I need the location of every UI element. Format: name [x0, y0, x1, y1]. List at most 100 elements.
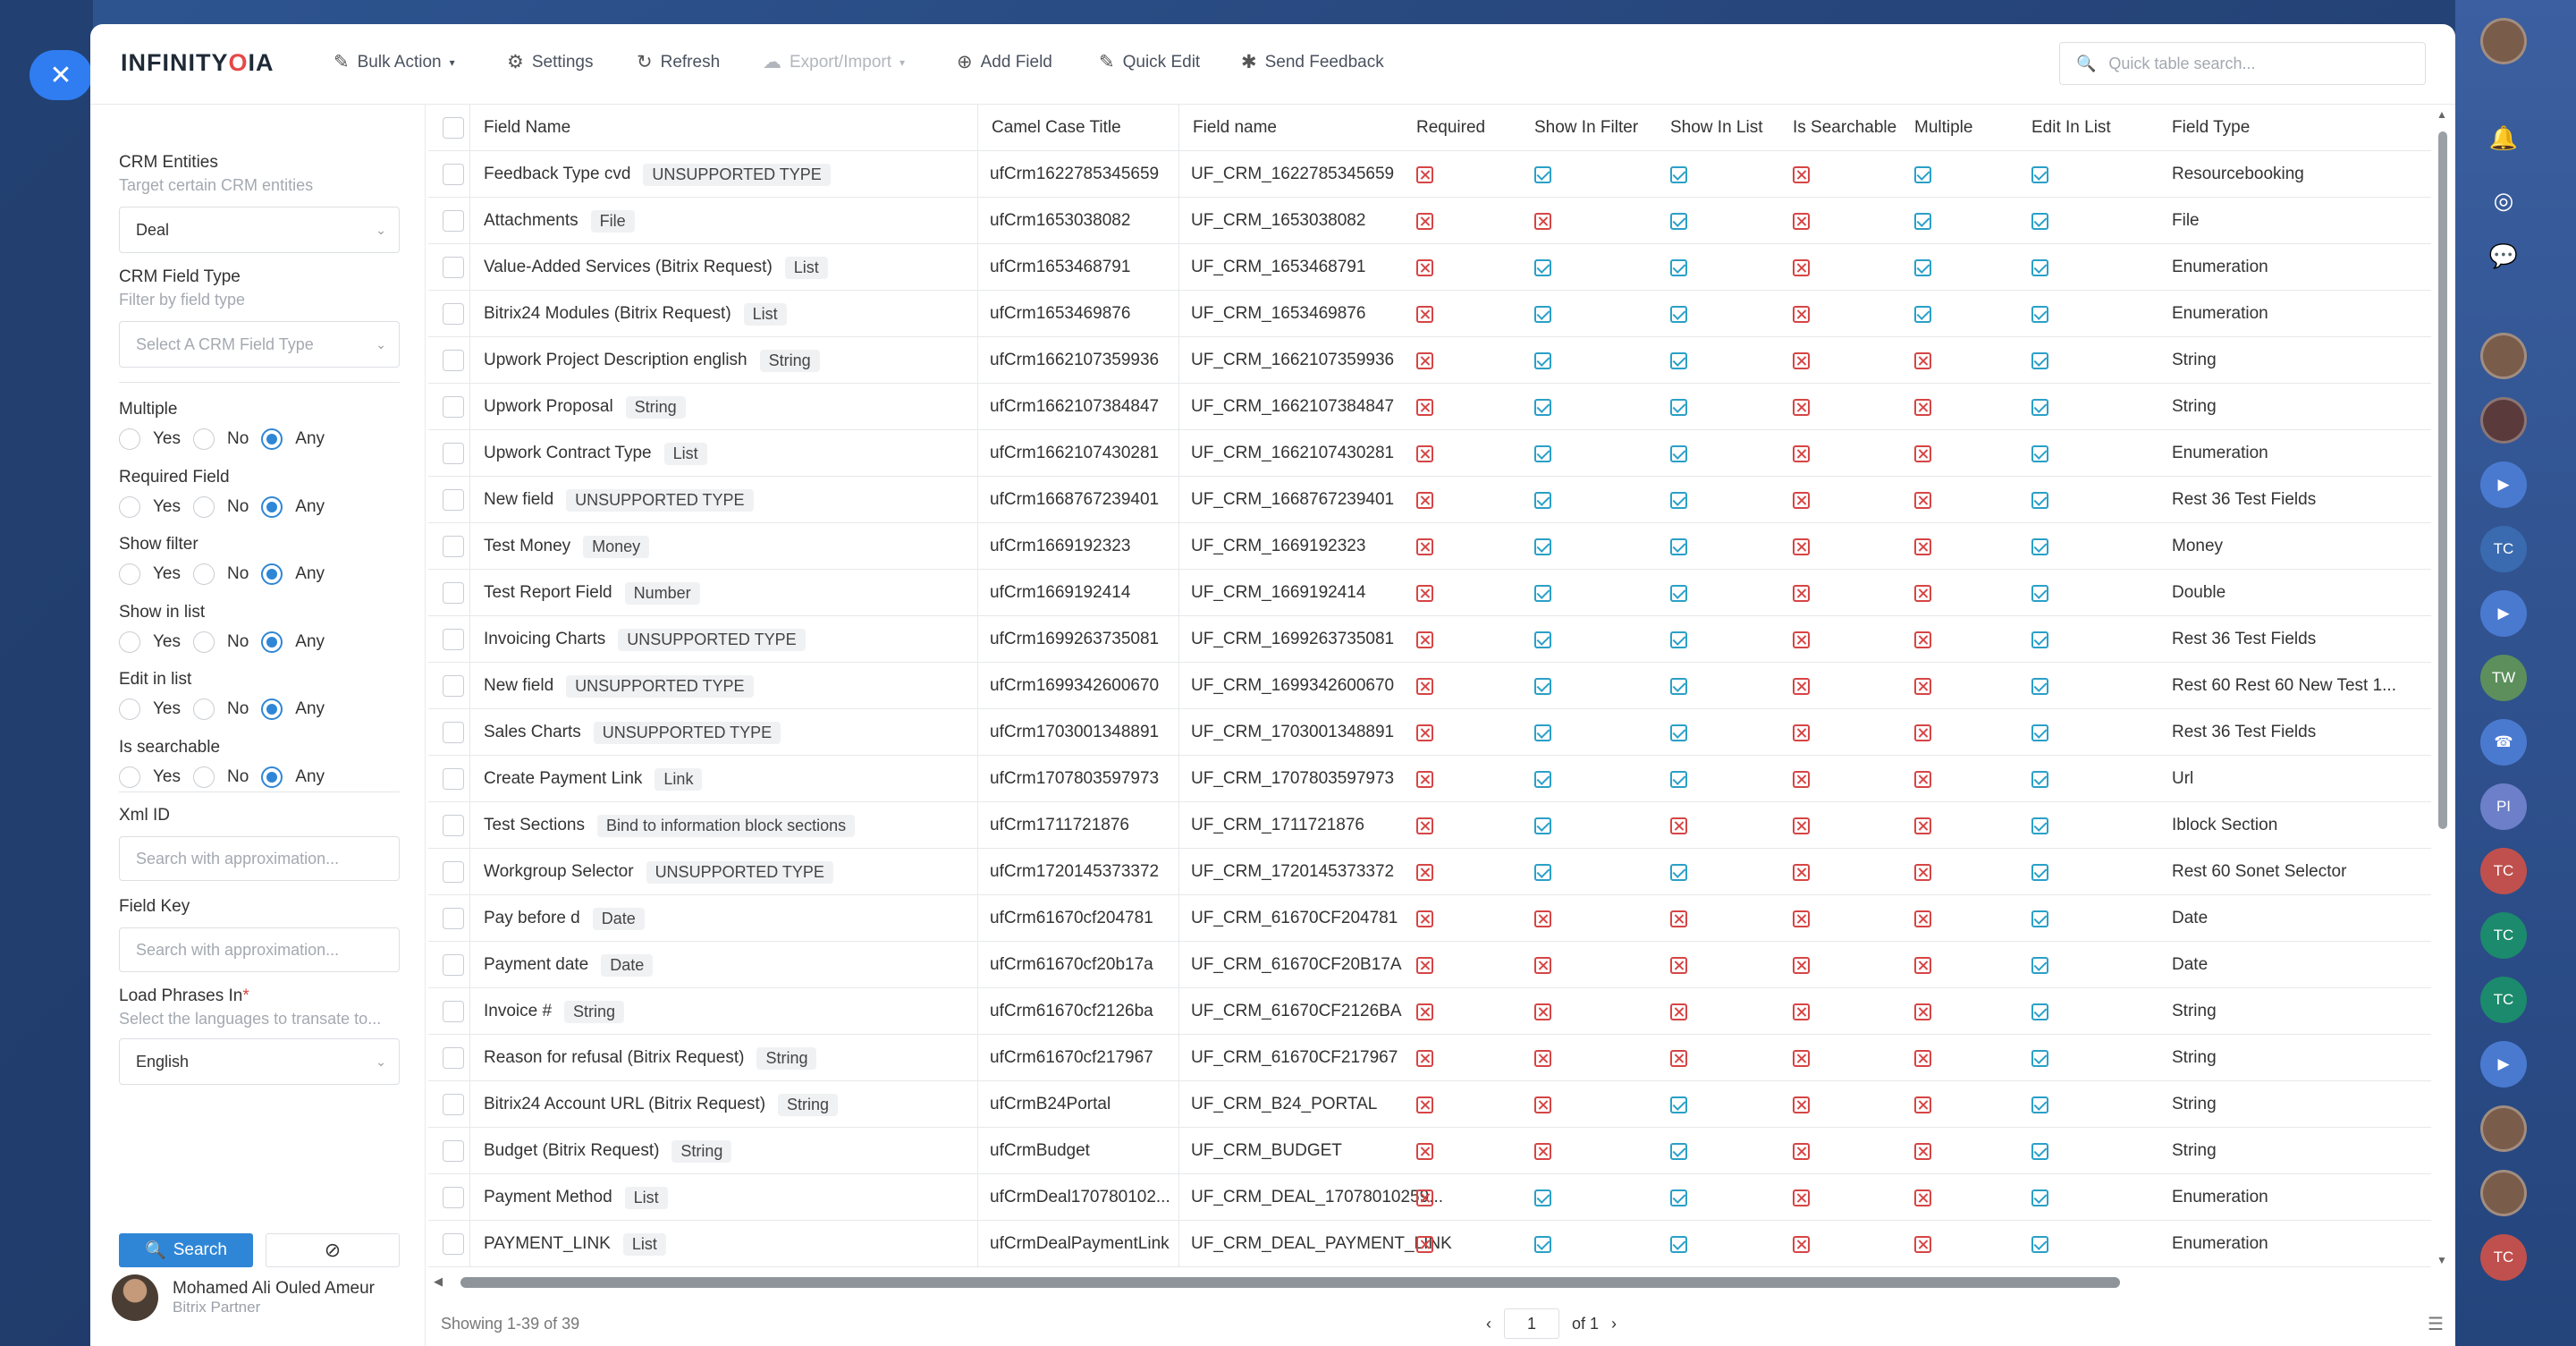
x-icon[interactable]: [1914, 584, 1931, 602]
radio-circle[interactable]: [119, 631, 140, 653]
check-icon[interactable]: [1914, 212, 1931, 230]
flag-cell[interactable]: [2031, 430, 2048, 477]
row-checkbox[interactable]: [443, 908, 464, 929]
refresh-button[interactable]: ↻ Refresh: [637, 52, 721, 72]
x-icon[interactable]: [1416, 1003, 1433, 1020]
radio-any[interactable]: Any: [261, 631, 325, 653]
flag-cell[interactable]: [1793, 384, 1810, 430]
flag-cell[interactable]: [1416, 709, 1433, 756]
radio-circle[interactable]: [193, 766, 215, 788]
row-checkbox-cell[interactable]: [443, 477, 464, 523]
horizontal-scrollbar[interactable]: ◀: [428, 1273, 2431, 1292]
flag-cell[interactable]: [1416, 1035, 1433, 1081]
phone-icon[interactable]: ☎: [2480, 719, 2527, 766]
check-icon[interactable]: [1534, 863, 1551, 881]
x-icon[interactable]: [1416, 258, 1433, 276]
flag-cell[interactable]: [1914, 244, 1931, 291]
column-header[interactable]: Show In List: [1670, 118, 1763, 137]
flag-cell[interactable]: [1416, 1174, 1433, 1221]
check-icon[interactable]: [2031, 1096, 2048, 1113]
column-header[interactable]: Multiple: [1914, 118, 1973, 137]
check-icon[interactable]: [1534, 724, 1551, 741]
check-icon[interactable]: [1914, 305, 1931, 323]
row-checkbox[interactable]: [443, 1233, 464, 1255]
flag-cell[interactable]: [1534, 1221, 1551, 1267]
radio-any[interactable]: Any: [261, 428, 325, 450]
check-icon[interactable]: [1534, 1189, 1551, 1206]
flag-cell[interactable]: [1914, 384, 1931, 430]
flag-cell[interactable]: [1534, 291, 1551, 337]
x-icon[interactable]: [1914, 398, 1931, 416]
target-icon[interactable]: ◎: [2493, 186, 2514, 214]
radio-no[interactable]: No: [193, 496, 249, 518]
row-checkbox[interactable]: [443, 303, 464, 325]
user-profile[interactable]: Mohamed Ali Ouled Ameur Bitrix Partner: [112, 1274, 375, 1321]
row-checkbox-cell[interactable]: [443, 198, 464, 244]
flag-cell[interactable]: [1670, 570, 1687, 616]
flag-cell[interactable]: [1534, 802, 1551, 849]
flag-cell[interactable]: [1534, 1174, 1551, 1221]
x-icon[interactable]: [1670, 1049, 1687, 1067]
field-name-cell[interactable]: Feedback Type cvd UNSUPPORTED TYPE: [484, 151, 831, 198]
contact-avatar[interactable]: [2480, 1170, 2527, 1216]
row-checkbox[interactable]: [443, 1001, 464, 1022]
check-icon[interactable]: [2031, 817, 2048, 834]
field-name-cell[interactable]: New field UNSUPPORTED TYPE: [484, 663, 754, 709]
flag-cell[interactable]: [1670, 1174, 1687, 1221]
check-icon[interactable]: [2031, 305, 2048, 323]
flag-cell[interactable]: [2031, 1221, 2048, 1267]
flag-cell[interactable]: [1793, 198, 1810, 244]
flag-cell[interactable]: [2031, 802, 2048, 849]
flag-cell[interactable]: [1670, 384, 1687, 430]
x-icon[interactable]: [1914, 1049, 1931, 1067]
crm-field-type-select[interactable]: Select A CRM Field Type ⌄: [119, 321, 400, 368]
flag-cell[interactable]: [1416, 1081, 1433, 1128]
bulk-action-button[interactable]: ✎ Bulk Action ▾: [334, 52, 455, 72]
x-icon[interactable]: [1914, 351, 1931, 369]
x-icon[interactable]: [1914, 910, 1931, 927]
row-checkbox-cell[interactable]: [443, 291, 464, 337]
table-row[interactable]: Bitrix24 Account URL (Bitrix Request) Str…: [428, 1081, 2431, 1128]
check-icon[interactable]: [2031, 677, 2048, 695]
x-icon[interactable]: [1914, 863, 1931, 881]
field-name-cell[interactable]: Payment Method List: [484, 1174, 668, 1221]
flag-cell[interactable]: [1914, 337, 1931, 384]
row-checkbox-cell[interactable]: [443, 756, 464, 802]
radio-yes[interactable]: Yes: [119, 563, 181, 585]
table-row[interactable]: Upwork Contract Type List ufCrm16621074302…: [428, 430, 2431, 477]
list-view-icon[interactable]: ☰: [2428, 1314, 2444, 1334]
check-icon[interactable]: [2031, 491, 2048, 509]
row-checkbox-cell[interactable]: [443, 1035, 464, 1081]
contact-avatar[interactable]: TC: [2480, 912, 2527, 959]
row-checkbox[interactable]: [443, 396, 464, 418]
field-name-cell[interactable]: Attachments File: [484, 198, 635, 244]
flag-cell[interactable]: [2031, 1128, 2048, 1174]
flag-cell[interactable]: [2031, 988, 2048, 1035]
flag-cell[interactable]: [1914, 523, 1931, 570]
flag-cell[interactable]: [1534, 663, 1551, 709]
flag-cell[interactable]: [1670, 1035, 1687, 1081]
x-icon[interactable]: [1416, 538, 1433, 555]
flag-cell[interactable]: [1914, 570, 1931, 616]
field-name-cell[interactable]: Bitrix24 Modules (Bitrix Request) List: [484, 291, 787, 337]
header-checkbox-cell[interactable]: [443, 105, 464, 151]
crm-entities-select[interactable]: Deal ⌄: [119, 207, 400, 253]
check-icon[interactable]: [1534, 538, 1551, 555]
radio-circle[interactable]: [261, 428, 283, 450]
x-icon[interactable]: [1793, 1189, 1810, 1206]
radio-yes[interactable]: Yes: [119, 428, 181, 450]
flag-cell[interactable]: [1914, 1035, 1931, 1081]
check-icon[interactable]: [1534, 351, 1551, 369]
flag-cell[interactable]: [1534, 988, 1551, 1035]
x-icon[interactable]: [1793, 956, 1810, 974]
flag-cell[interactable]: [2031, 1035, 2048, 1081]
flag-cell[interactable]: [1670, 895, 1687, 942]
x-icon[interactable]: [1793, 863, 1810, 881]
check-icon[interactable]: [2031, 212, 2048, 230]
radio-circle[interactable]: [261, 698, 283, 720]
flag-cell[interactable]: [1534, 198, 1551, 244]
flag-cell[interactable]: [1914, 895, 1931, 942]
table-row[interactable]: Sales Charts UNSUPPORTED TYPE ufCrm1703001…: [428, 709, 2431, 756]
x-icon[interactable]: [1416, 1096, 1433, 1113]
flag-cell[interactable]: [1416, 849, 1433, 895]
